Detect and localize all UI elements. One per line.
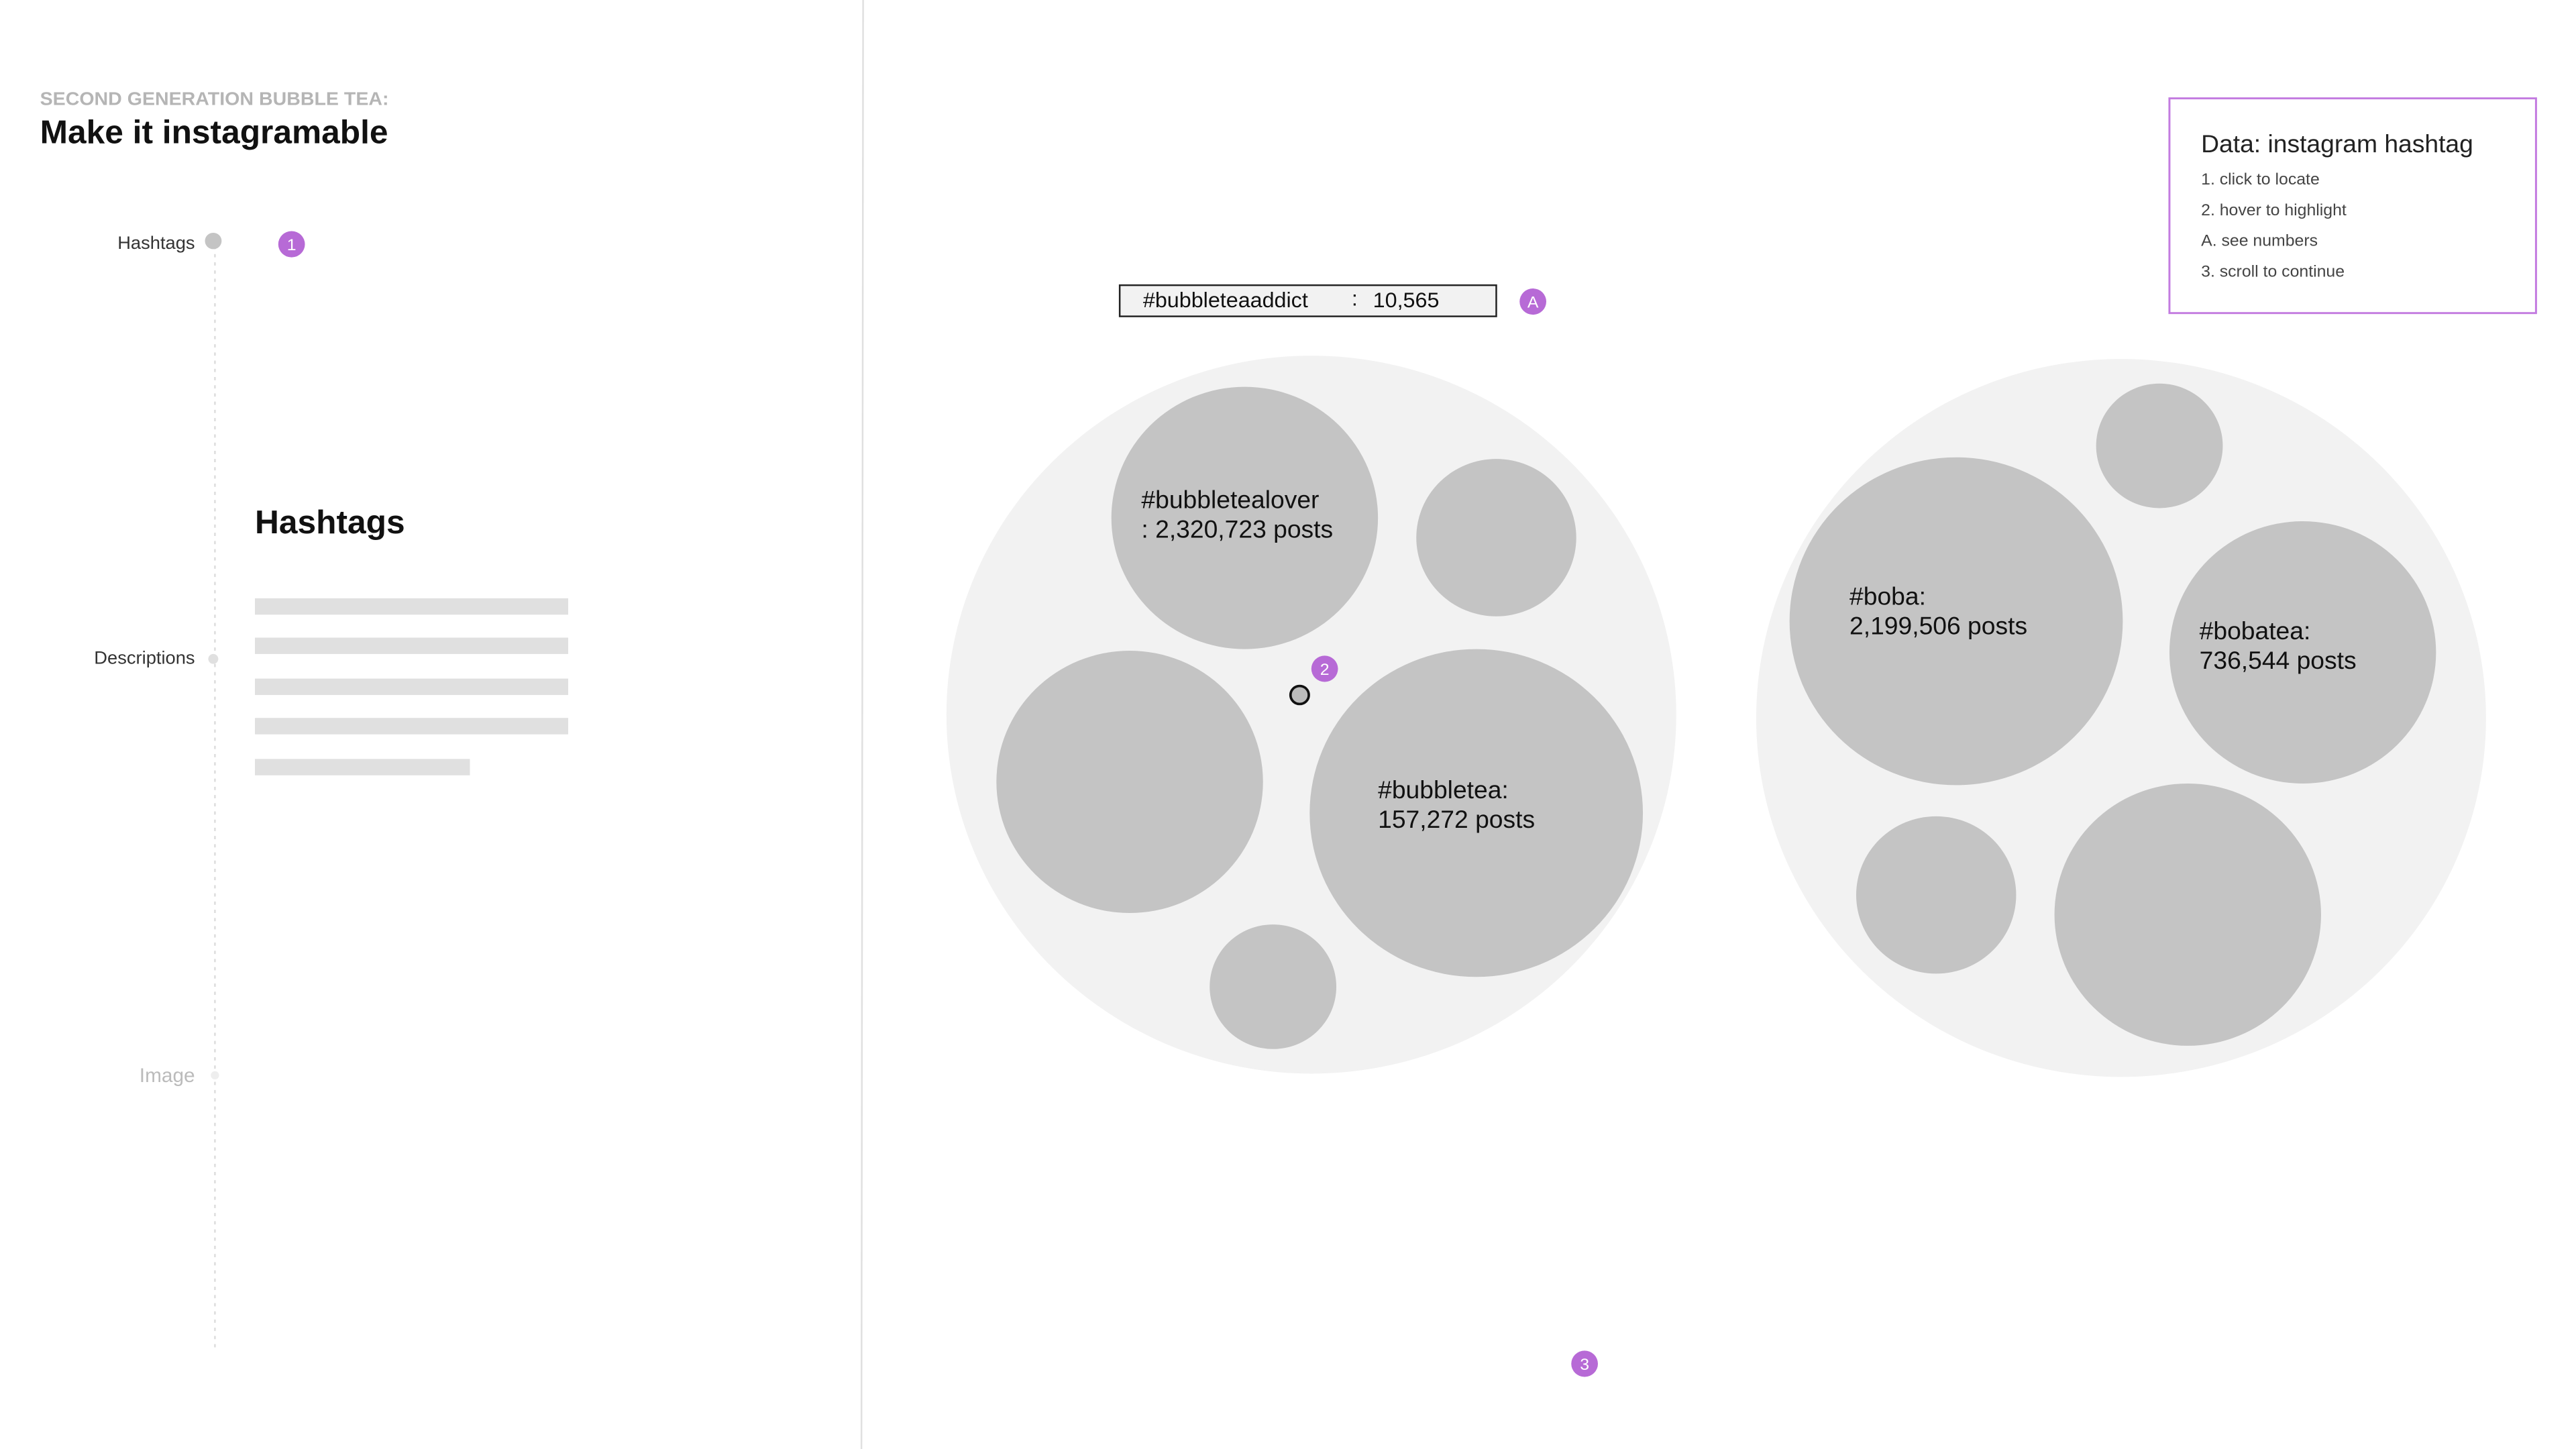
tooltip-box (1118, 284, 1497, 317)
nav-item[interactable]: Image (140, 1065, 195, 1087)
legend-title: Data: instagram hashtag (2201, 130, 2473, 158)
bubble-chart: #bubbletealover: 2,320,723 posts #bubblet… (946, 356, 2486, 1077)
placeholder-line (255, 598, 568, 615)
bubble[interactable] (1789, 457, 2123, 786)
bubble-label: 736,544 posts (2200, 647, 2357, 674)
timeline-dot[interactable] (211, 1071, 219, 1080)
bubble[interactable] (1111, 386, 1379, 649)
step-marker (1311, 655, 1338, 682)
nav-item[interactable]: Hashtags (117, 232, 195, 253)
timeline-dot[interactable] (208, 653, 219, 664)
bubble[interactable] (1856, 816, 2017, 974)
legend-item: 1. click to locate (2201, 170, 2320, 189)
legend-item: 3. scroll to continue (2201, 262, 2345, 280)
bubble-label: #bubbletealover (1141, 486, 1319, 514)
step-marker (278, 231, 305, 258)
timeline-dot[interactable] (205, 232, 222, 250)
subtitle: SECOND GENERATION BUBBLE TEA: (40, 89, 389, 110)
tooltip-tag: #bubbleteaaddict (1143, 288, 1308, 312)
step-marker-label: 2 (1320, 661, 1330, 679)
section-heading: Hashtags (255, 504, 405, 541)
bubble[interactable] (996, 651, 1263, 913)
bubble-label: #boba: (1849, 583, 1926, 610)
placeholder-text (255, 598, 568, 775)
placeholder-line (255, 759, 470, 775)
step-marker (1571, 1350, 1598, 1377)
bubble-label: #bubbletea: (1378, 776, 1509, 804)
bubble-label: #bobatea: (2200, 617, 2311, 645)
bubble-label: 157,272 posts (1378, 806, 1535, 833)
placeholder-line (255, 637, 568, 654)
bubble-label: 2,199,506 posts (1849, 612, 2027, 640)
legend-item: A. see numbers (2201, 232, 2318, 250)
step-marker-label: A (1527, 294, 1539, 312)
divider (860, 0, 864, 1449)
step-marker-label: 1 (287, 236, 297, 254)
placeholder-line (255, 678, 568, 696)
step-marker-label: 3 (1580, 1356, 1589, 1374)
nav-item[interactable]: Descriptions (94, 647, 195, 668)
title: Make it instagramable (40, 114, 388, 151)
bubble[interactable] (2054, 783, 2321, 1046)
legend-item: 2. hover to highlight (2201, 201, 2347, 219)
bubble[interactable] (2096, 383, 2223, 508)
bubble[interactable] (1210, 924, 1337, 1049)
bubble[interactable] (2169, 521, 2436, 784)
tooltip-count: 10,565 (1373, 288, 1440, 312)
bubble[interactable] (1309, 649, 1644, 977)
cursor-point (1289, 684, 1310, 706)
step-marker (1519, 288, 1546, 315)
bubble[interactable] (1416, 459, 1576, 616)
tooltip-separator: : (1352, 286, 1358, 311)
legend-box (2168, 97, 2537, 315)
placeholder-line (255, 718, 568, 735)
bubble-label: : 2,320,723 posts (1141, 516, 1333, 543)
